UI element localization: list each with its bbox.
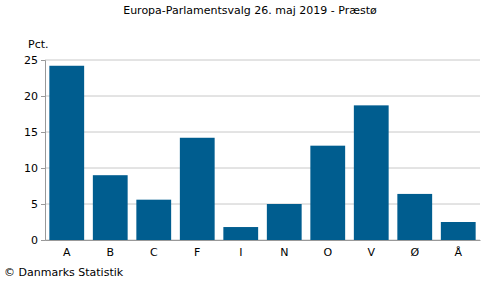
tick-label: Ø xyxy=(410,246,419,259)
bar xyxy=(93,175,128,240)
tick-mark xyxy=(41,240,45,241)
tick-label: 0 xyxy=(31,234,38,247)
grid-line xyxy=(45,60,480,61)
x-axis: ABCFINOVØÅ xyxy=(46,240,481,259)
tick-label: O xyxy=(323,246,332,259)
tick: F xyxy=(194,240,200,259)
bar xyxy=(180,138,215,240)
tick-label: N xyxy=(280,246,288,259)
tick-label: 25 xyxy=(24,54,38,67)
bar xyxy=(267,204,302,240)
tick-label: C xyxy=(150,246,158,259)
tick: 10 xyxy=(24,162,45,175)
tick-label: 15 xyxy=(24,126,38,139)
tick-label: 20 xyxy=(24,90,38,103)
tick: N xyxy=(280,240,288,259)
tick: I xyxy=(239,240,242,259)
tick-label: B xyxy=(106,246,114,259)
grid-line xyxy=(45,96,480,97)
bars xyxy=(49,66,475,240)
bar xyxy=(49,66,84,240)
grid xyxy=(45,60,480,240)
tick-label: Å xyxy=(454,246,462,259)
tick: Ø xyxy=(410,240,419,259)
tick-mark xyxy=(41,204,45,205)
bar xyxy=(441,222,476,240)
tick-label: A xyxy=(63,246,71,259)
tick: 0 xyxy=(31,234,45,247)
tick-label: I xyxy=(239,246,242,259)
axis-line xyxy=(46,240,481,241)
tick: 20 xyxy=(24,90,45,103)
tick: 5 xyxy=(31,198,45,211)
axis-line xyxy=(41,61,46,241)
tick-label: 5 xyxy=(31,198,38,211)
tick: C xyxy=(150,240,158,259)
bar xyxy=(310,146,345,240)
bar xyxy=(136,200,171,240)
tick-label: F xyxy=(194,246,200,259)
tick-mark xyxy=(41,60,45,61)
bar xyxy=(397,194,432,240)
tick: A xyxy=(63,240,71,259)
grid-line xyxy=(45,168,480,169)
tick: O xyxy=(323,240,332,259)
bar xyxy=(223,227,258,240)
tick-label: 10 xyxy=(24,162,38,175)
bar xyxy=(354,105,389,240)
tick: 25 xyxy=(24,54,45,67)
tick-mark xyxy=(41,132,45,133)
tick-label: V xyxy=(367,246,375,259)
grid-line xyxy=(45,132,480,133)
tick: 15 xyxy=(24,126,45,139)
title: Europa-Parlamentsvalg 26. maj 2019 - Præ… xyxy=(123,4,377,17)
tick-mark xyxy=(41,168,45,169)
tick-mark xyxy=(41,96,45,97)
tick: Å xyxy=(454,240,462,259)
source: © Danmarks Statistik xyxy=(4,266,124,279)
y-axis: 0 5 10 15 20 25 xyxy=(24,54,46,247)
chart: Europa-Parlamentsvalg 26. maj 2019 - Præ… xyxy=(0,0,500,282)
axis-title: Pct. xyxy=(28,38,49,51)
tick: V xyxy=(367,240,375,259)
tick: B xyxy=(106,240,114,259)
